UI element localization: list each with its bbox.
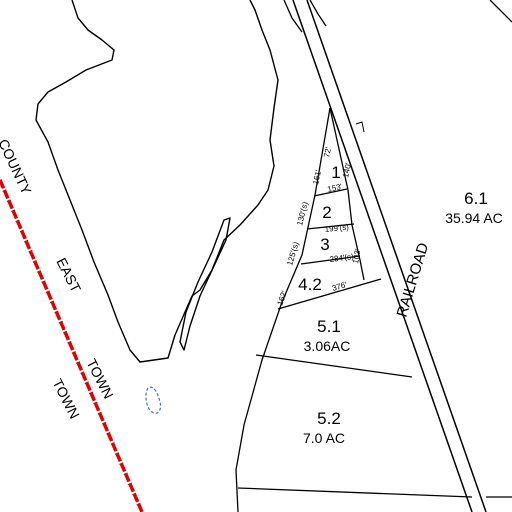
road-top-center xyxy=(283,0,303,33)
parcel-4-2-id: 4.2 xyxy=(298,275,322,294)
parcel-3-id: 3 xyxy=(320,235,329,254)
dim-103: 103' xyxy=(351,248,363,265)
label-town-b: TOWN xyxy=(49,376,83,421)
pond xyxy=(145,386,162,414)
dim-130s: 130'(s) xyxy=(295,200,310,226)
dim-162: 162' xyxy=(275,289,289,307)
label-east: EAST xyxy=(53,255,84,295)
label-town-a: TOWN xyxy=(83,356,117,401)
parcel-6-1-area: 35.94 AC xyxy=(445,210,503,226)
dim-72: 72' xyxy=(322,146,333,159)
parcel-2-id: 2 xyxy=(322,203,331,222)
railroad-line-east xyxy=(306,0,487,512)
dim-284s: 284'(s) xyxy=(329,252,354,264)
road-top-center-2 xyxy=(309,0,327,27)
label-railroad: RAILROAD xyxy=(394,241,433,319)
parcel-lines xyxy=(235,107,512,512)
shoreline xyxy=(35,0,279,363)
dim-376: 376' xyxy=(331,280,348,293)
dim-161: 161' xyxy=(311,169,323,186)
county-boundary-line xyxy=(0,179,144,512)
parcel-5-2-area: 7.0 AC xyxy=(303,430,345,446)
parcel-5-2-id: 5.2 xyxy=(317,409,341,428)
parcel-5-1-area: 3.06AC xyxy=(304,338,351,354)
dim-199s: 199'(s) xyxy=(324,222,349,234)
dim-140: 140' xyxy=(341,162,353,179)
parcel-5-1-id: 5.1 xyxy=(317,317,341,336)
dim-153: 153' xyxy=(327,182,344,194)
road-top-right xyxy=(489,0,512,23)
label-county: COUNTY xyxy=(0,137,35,198)
parcel-1-id: 1 xyxy=(331,163,340,182)
island xyxy=(179,217,231,351)
parcel-6-1-id: 6.1 xyxy=(464,189,488,208)
railroad-line-west xyxy=(292,0,473,512)
mark-small xyxy=(355,121,365,133)
